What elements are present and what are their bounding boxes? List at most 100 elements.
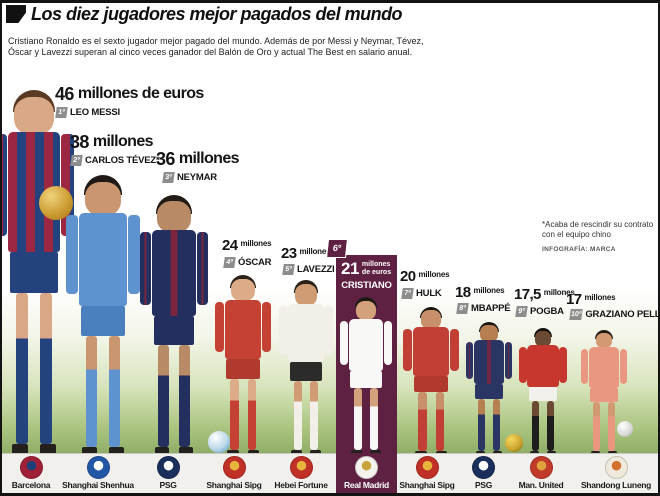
- name-row-lavezzi: 5º LAVEZZI: [282, 264, 335, 275]
- p-shoe: [415, 450, 427, 455]
- club-logo-man-united-icon: [529, 456, 553, 479]
- p-leg: [370, 388, 378, 451]
- p-head: [14, 97, 54, 136]
- p-arm: [197, 232, 208, 306]
- p-arm: [581, 349, 589, 385]
- p-shorts: [590, 388, 618, 403]
- club-name: Shanghai Sipg: [399, 480, 455, 490]
- p-shorts: [475, 384, 503, 399]
- p-shoe: [40, 444, 57, 455]
- name-row-leo-messi: 1º LEO MESSI: [55, 107, 120, 118]
- footnote: *Acaba de rescindir su contrato con el e…: [542, 220, 653, 255]
- club-name: Shanghai Sipg: [206, 480, 262, 490]
- marca-bullet-icon: [6, 5, 26, 23]
- club-logo-psg-icon: [156, 456, 180, 479]
- club-name: Real Madrid: [344, 480, 389, 490]
- p-leg: [108, 336, 121, 447]
- salary-label-hulk: 20 millones: [400, 269, 450, 284]
- pelle-ball-icon: [617, 421, 633, 437]
- cristiano-salary-amount: 21: [341, 259, 359, 278]
- p-leg: [310, 380, 319, 450]
- club-cell-barcelona: Barcelona: [0, 453, 62, 493]
- name-row-neymar: 3º NEYMAR: [162, 172, 217, 183]
- p-shorts: [414, 376, 448, 393]
- club-logo-shanghai-sipg-icon: [415, 456, 439, 479]
- salary-suffix: millones: [92, 133, 154, 150]
- club-name: Shanghai Shenhua: [62, 480, 134, 490]
- border-left: [0, 0, 2, 496]
- p-arm: [262, 301, 271, 352]
- p-shorts: [80, 305, 126, 337]
- oscar-ball-icon: [208, 431, 230, 453]
- p-arm: [450, 329, 459, 371]
- salary-amount: 24: [222, 237, 238, 254]
- club-cell-man-united: Man. United: [510, 453, 572, 493]
- salary-suffix: millones: [299, 247, 331, 256]
- salary-label-neymar: 36 millones: [156, 150, 240, 168]
- p-head: [84, 181, 122, 217]
- club-cell-psg: PSG: [134, 453, 202, 493]
- p-shoe: [435, 450, 447, 455]
- p-shoe: [290, 449, 302, 455]
- p-torso: [473, 340, 505, 385]
- club-logo-hebei-fortune-icon: [289, 456, 313, 479]
- club-name: Hebei Fortune: [274, 480, 328, 490]
- p-leg: [247, 378, 256, 450]
- salary-amount: 17,5: [514, 286, 541, 303]
- club-logo-real-madrid-icon: [355, 456, 378, 479]
- p-shorts: [226, 358, 260, 379]
- p-torso: [412, 327, 450, 377]
- player-figure-lavezzi: [279, 280, 333, 455]
- player-name: HULK: [416, 288, 442, 299]
- rank-badge: 10º: [569, 309, 584, 320]
- p-shorts: [289, 361, 323, 381]
- player-name: NEYMAR: [177, 172, 217, 183]
- subtitle-line-2: Óscar y Lavezzi superan al cinco veces g…: [8, 47, 413, 57]
- rank-badge: 8º: [456, 303, 469, 314]
- player-name: GRAZIANO PELLÉ: [585, 309, 660, 320]
- player-name: LAVEZZI: [297, 264, 335, 275]
- p-arm: [279, 305, 288, 355]
- p-head: [421, 310, 441, 329]
- p-shoe: [247, 449, 259, 455]
- p-torso: [288, 303, 324, 362]
- p-arm: [140, 232, 151, 306]
- p-leg: [418, 392, 427, 451]
- p-arm: [215, 301, 224, 352]
- club-cell-shandong-luneng: Shandong Luneng: [572, 453, 660, 493]
- player-name: POGBA: [530, 306, 564, 317]
- salary-suffix: millones: [543, 288, 575, 297]
- p-arm: [559, 347, 567, 383]
- club-logo-psg-icon: [472, 456, 495, 479]
- footnote-line-1: *Acaba de rescindir su contrato: [542, 220, 654, 229]
- p-head: [355, 300, 377, 321]
- rank-badge: 7º: [401, 288, 414, 299]
- name-row-graziano-pell: 10º GRAZIANO PELLÉ: [569, 309, 660, 320]
- player-figure-hulk: [403, 307, 459, 455]
- p-shoe: [370, 450, 381, 455]
- p-head: [231, 279, 255, 302]
- name-row-scar: 4º ÓSCAR: [223, 257, 272, 268]
- p-shoe: [108, 446, 124, 455]
- rank-badge: 3º: [162, 172, 175, 183]
- club-cell-shanghai-sipg: Shanghai Sipg: [397, 453, 457, 493]
- club-name: PSG: [474, 480, 493, 490]
- salary-amount: 23: [281, 245, 297, 262]
- club-name: Barcelona: [11, 480, 51, 490]
- salary-suffix: millones de euros: [77, 85, 204, 102]
- club-cell-psg: PSG: [457, 453, 510, 493]
- club-name: Shandong Luneng: [580, 480, 652, 490]
- p-leg: [607, 402, 615, 451]
- p-arm: [0, 134, 7, 237]
- salary-suffix: millones: [240, 239, 272, 248]
- p-arm: [383, 320, 392, 365]
- salary-suffix: millones: [418, 270, 450, 279]
- p-leg: [293, 380, 302, 450]
- p-head: [534, 330, 552, 347]
- player-name: MBAPPÉ: [471, 303, 511, 314]
- p-torso: [224, 299, 262, 359]
- player-figure-graziano-pell: [581, 330, 627, 455]
- p-shoe: [179, 447, 194, 455]
- border-top: [0, 0, 660, 3]
- border-bottom: [0, 493, 660, 496]
